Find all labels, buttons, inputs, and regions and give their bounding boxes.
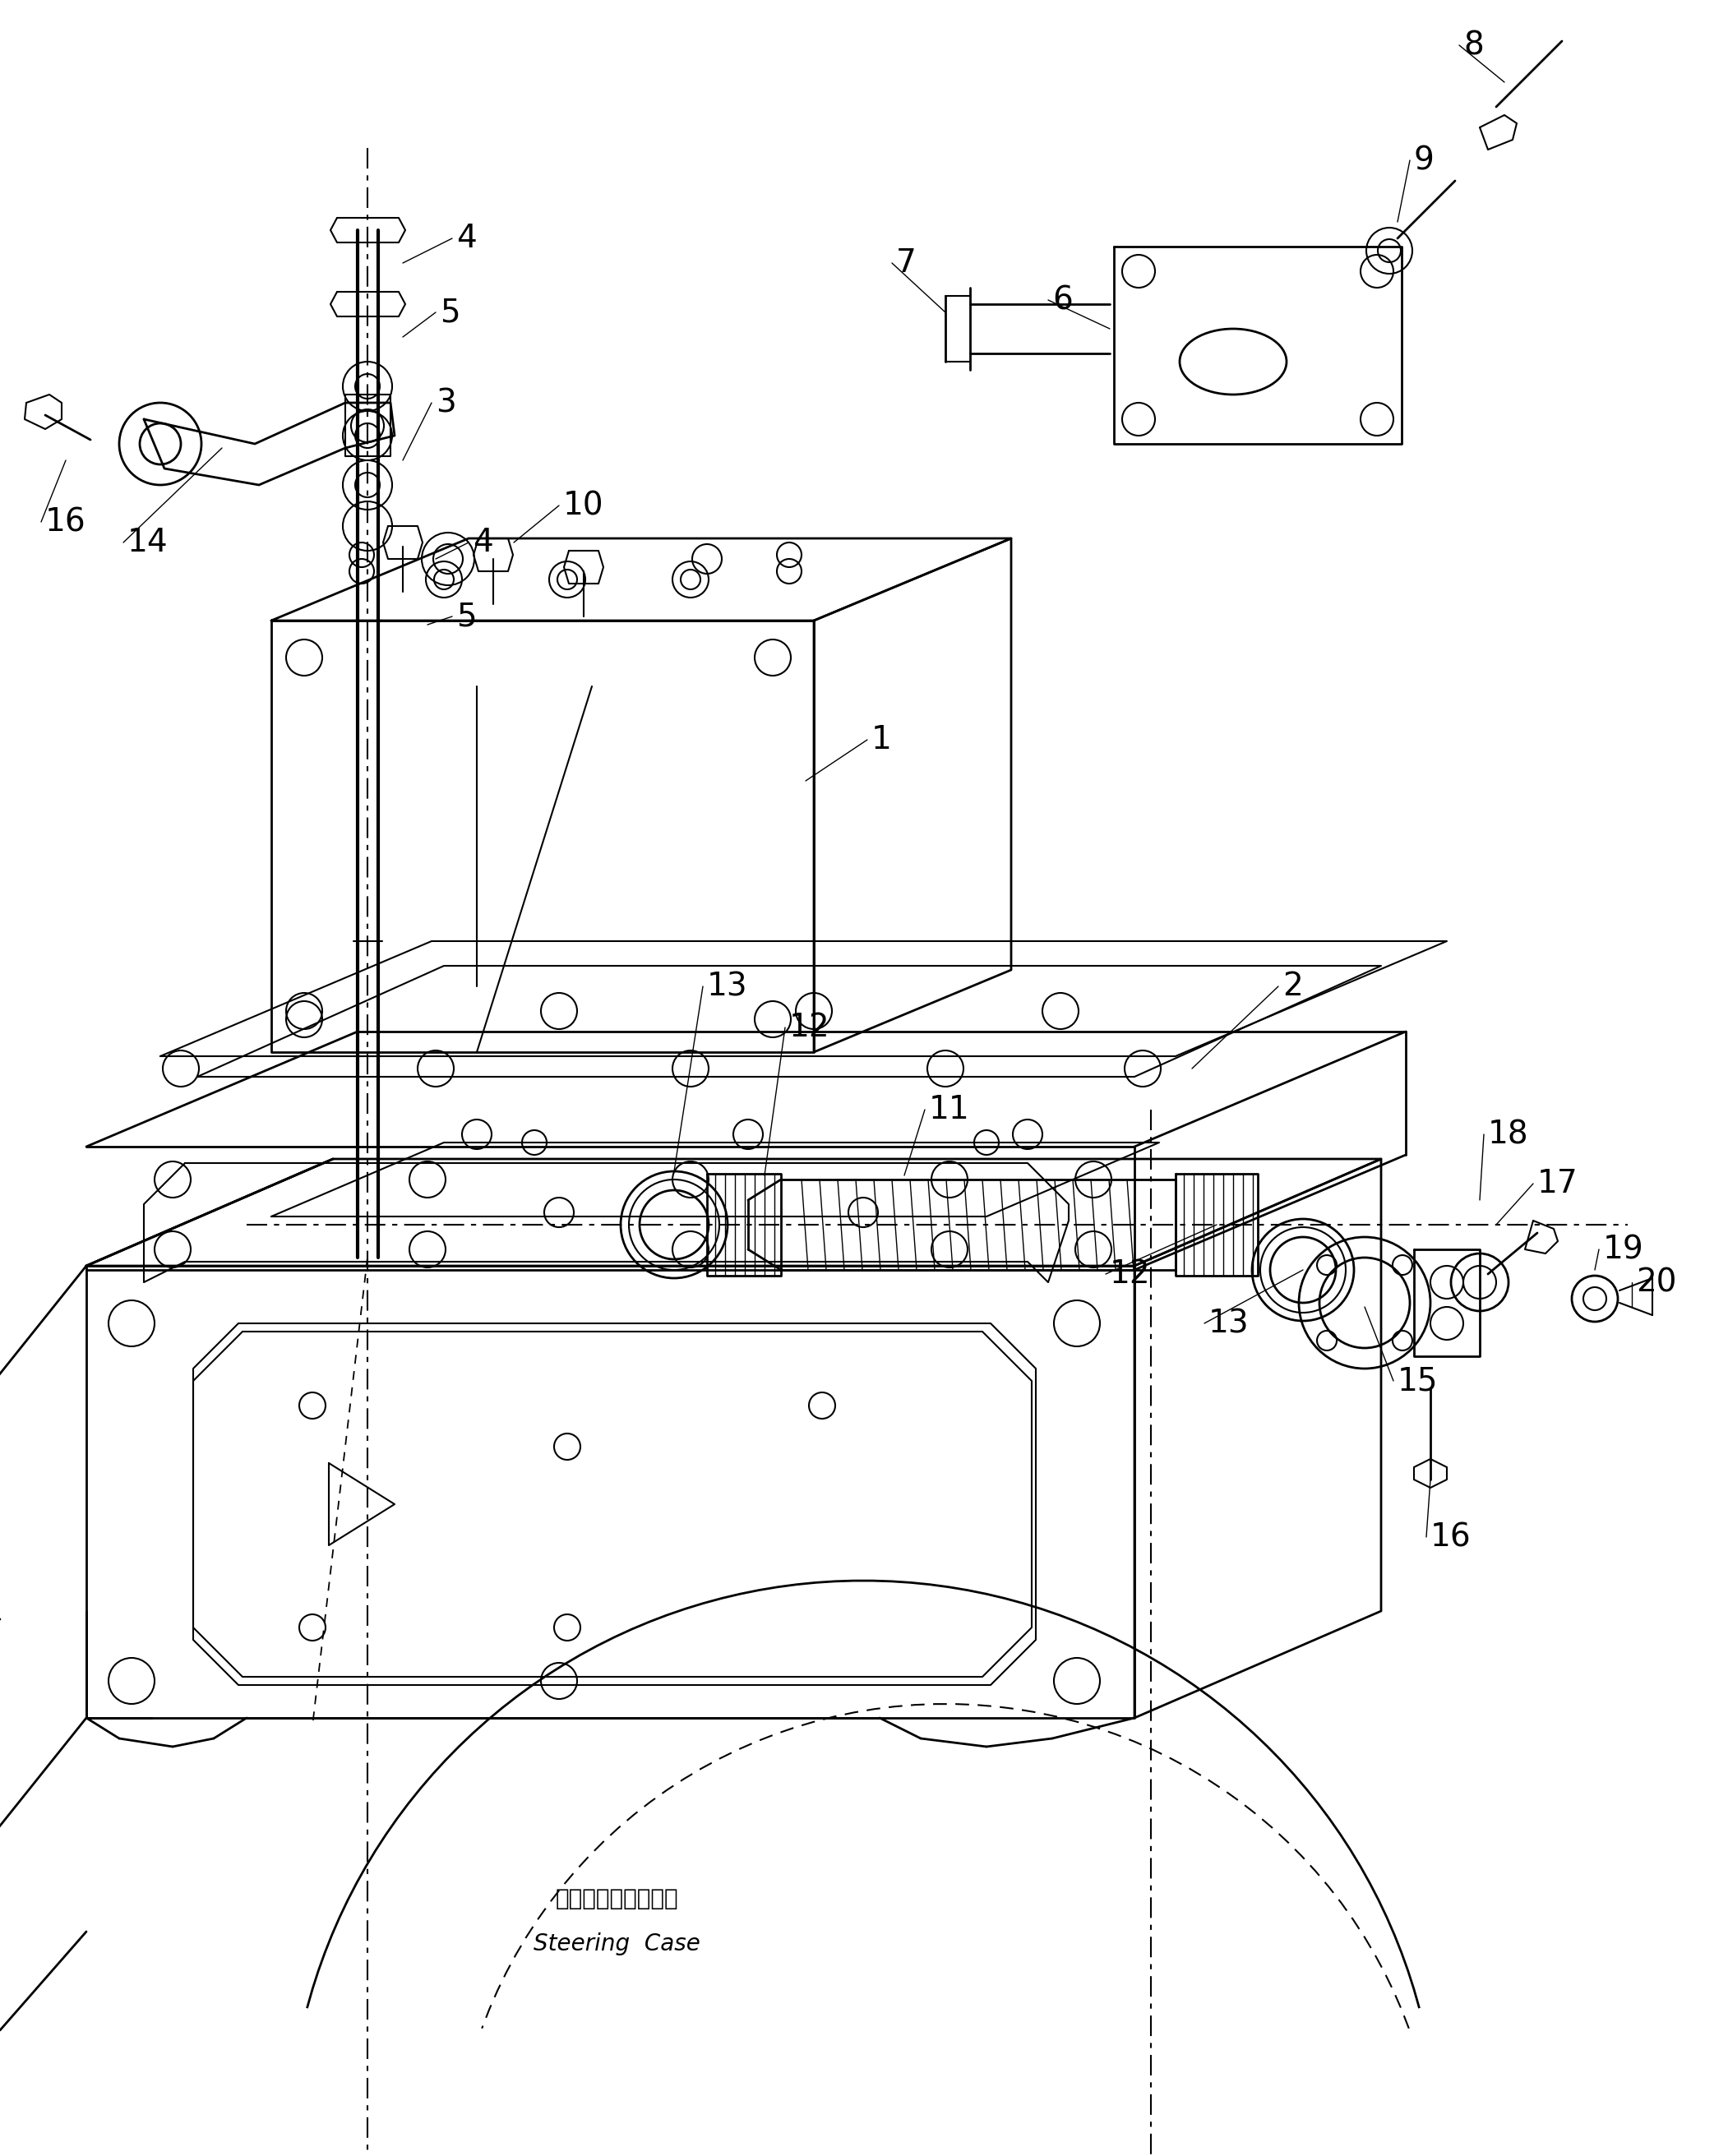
Text: 10: 10 xyxy=(563,489,603,522)
Text: 6: 6 xyxy=(1052,285,1073,315)
Text: 3: 3 xyxy=(435,388,456,418)
Text: 13: 13 xyxy=(707,970,748,1003)
Text: 7: 7 xyxy=(897,248,916,278)
Text: ステアリングケース: ステアリングケース xyxy=(555,1886,677,1910)
Text: 5: 5 xyxy=(456,602,477,632)
Text: 20: 20 xyxy=(1636,1266,1676,1298)
Text: 19: 19 xyxy=(1604,1233,1643,1266)
Text: 5: 5 xyxy=(441,298,460,328)
Text: 13: 13 xyxy=(1208,1309,1249,1339)
Text: 18: 18 xyxy=(1488,1119,1529,1149)
Text: 12: 12 xyxy=(790,1011,829,1044)
Text: 8: 8 xyxy=(1464,30,1484,60)
Text: 15: 15 xyxy=(1398,1365,1438,1397)
Text: Steering  Case: Steering Case xyxy=(534,1932,700,1955)
Text: 4: 4 xyxy=(473,526,492,558)
Text: 1: 1 xyxy=(871,724,892,755)
Text: 12: 12 xyxy=(1109,1259,1151,1289)
Text: 16: 16 xyxy=(1431,1522,1471,1552)
Text: 14: 14 xyxy=(128,526,168,558)
Text: 11: 11 xyxy=(930,1093,969,1125)
Text: 4: 4 xyxy=(456,222,477,254)
Text: 17: 17 xyxy=(1538,1169,1578,1199)
Text: 16: 16 xyxy=(45,507,86,537)
Text: 9: 9 xyxy=(1414,144,1434,177)
Text: 2: 2 xyxy=(1282,970,1303,1003)
